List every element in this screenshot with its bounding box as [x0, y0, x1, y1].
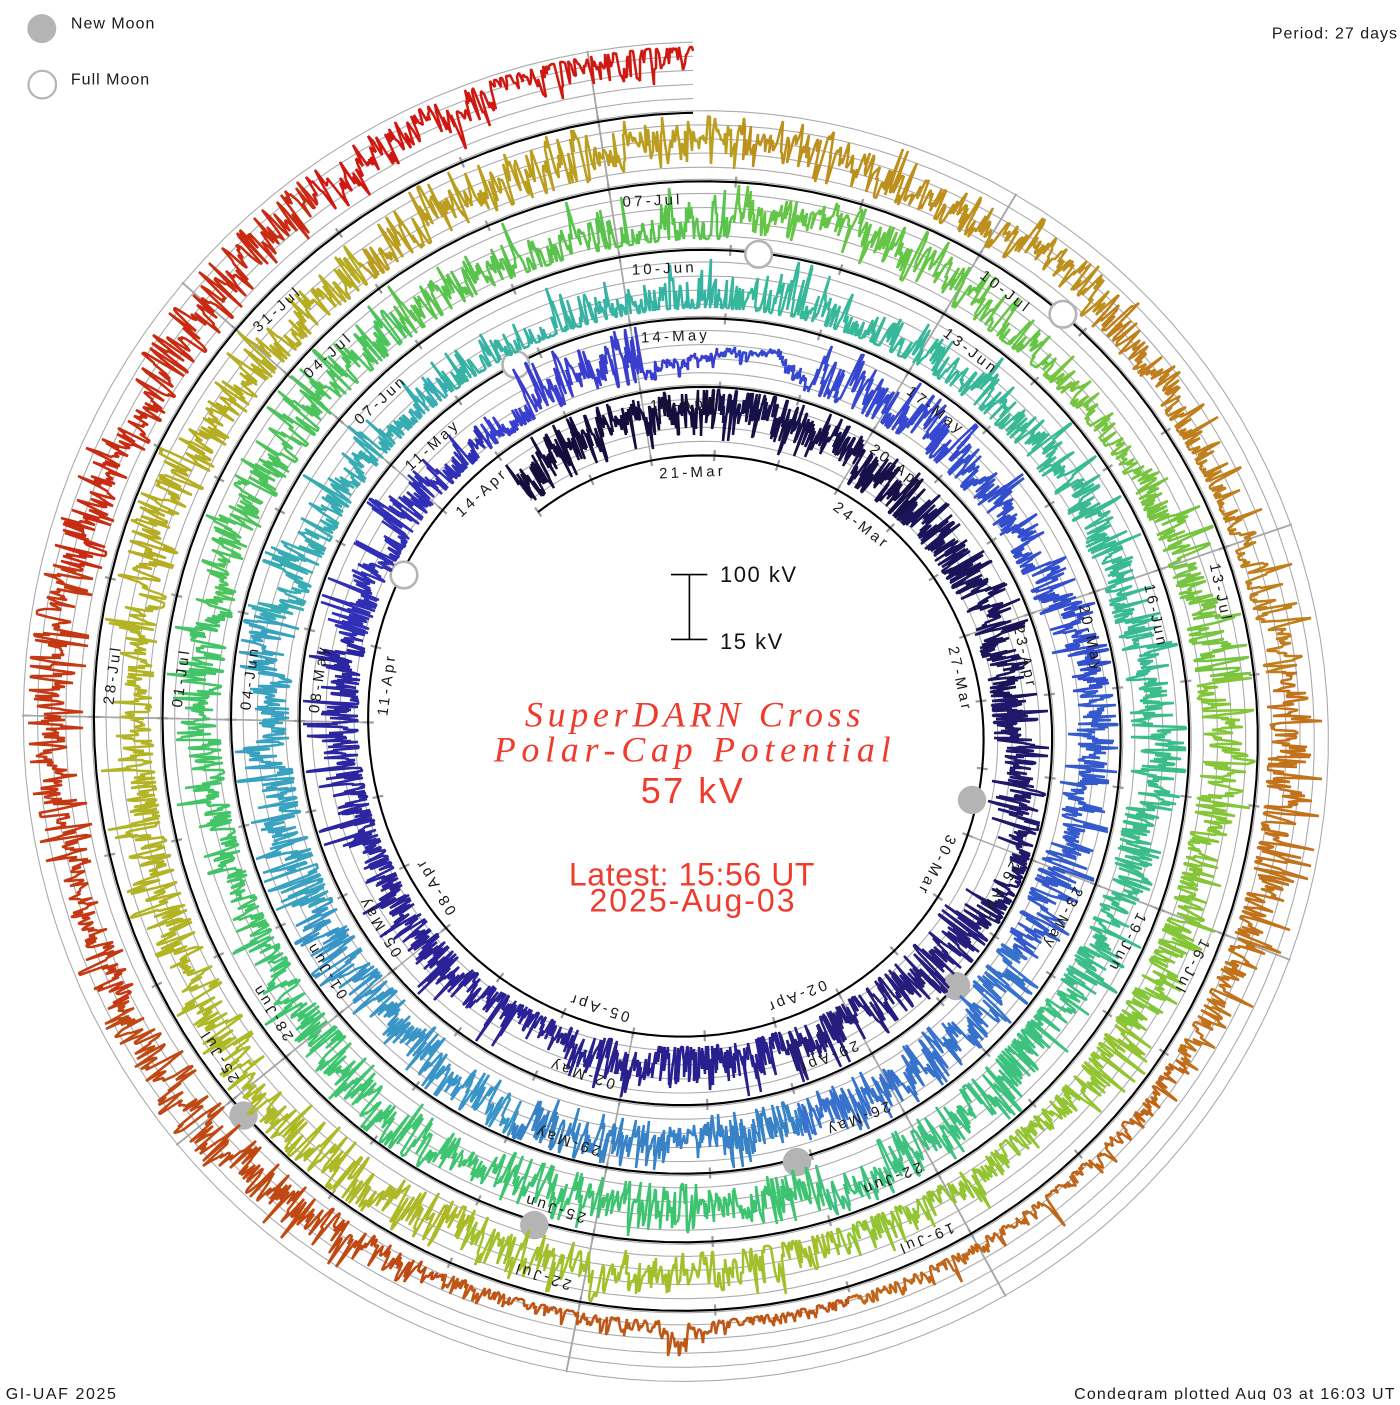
- svg-text:Period: 27 days: Period: 27 days: [1272, 26, 1398, 43]
- svg-text:SuperDARN Cross: SuperDARN Cross: [525, 695, 865, 735]
- svg-text:17-Apr: 17-Apr: [650, 395, 715, 415]
- svg-text:Polar-Cap Potential: Polar-Cap Potential: [493, 730, 897, 770]
- svg-text:07-Jul: 07-Jul: [622, 191, 683, 211]
- svg-text:GI-UAF 2025: GI-UAF 2025: [6, 1386, 118, 1400]
- svg-text:21-Mar: 21-Mar: [659, 463, 726, 483]
- svg-text:57 kV: 57 kV: [641, 770, 746, 811]
- svg-text:14-May: 14-May: [641, 327, 711, 347]
- svg-text:Full Moon: Full Moon: [71, 72, 150, 89]
- svg-text:2025-Aug-03: 2025-Aug-03: [589, 882, 796, 918]
- svg-text:Condegram plotted Aug 03 at 16: Condegram plotted Aug 03 at 16:03 UT: [1074, 1386, 1396, 1400]
- svg-text:100 kV: 100 kV: [720, 562, 798, 587]
- svg-text:New Moon: New Moon: [71, 16, 155, 33]
- svg-text:10-Jun: 10-Jun: [631, 259, 697, 279]
- svg-text:15 kV: 15 kV: [720, 629, 784, 654]
